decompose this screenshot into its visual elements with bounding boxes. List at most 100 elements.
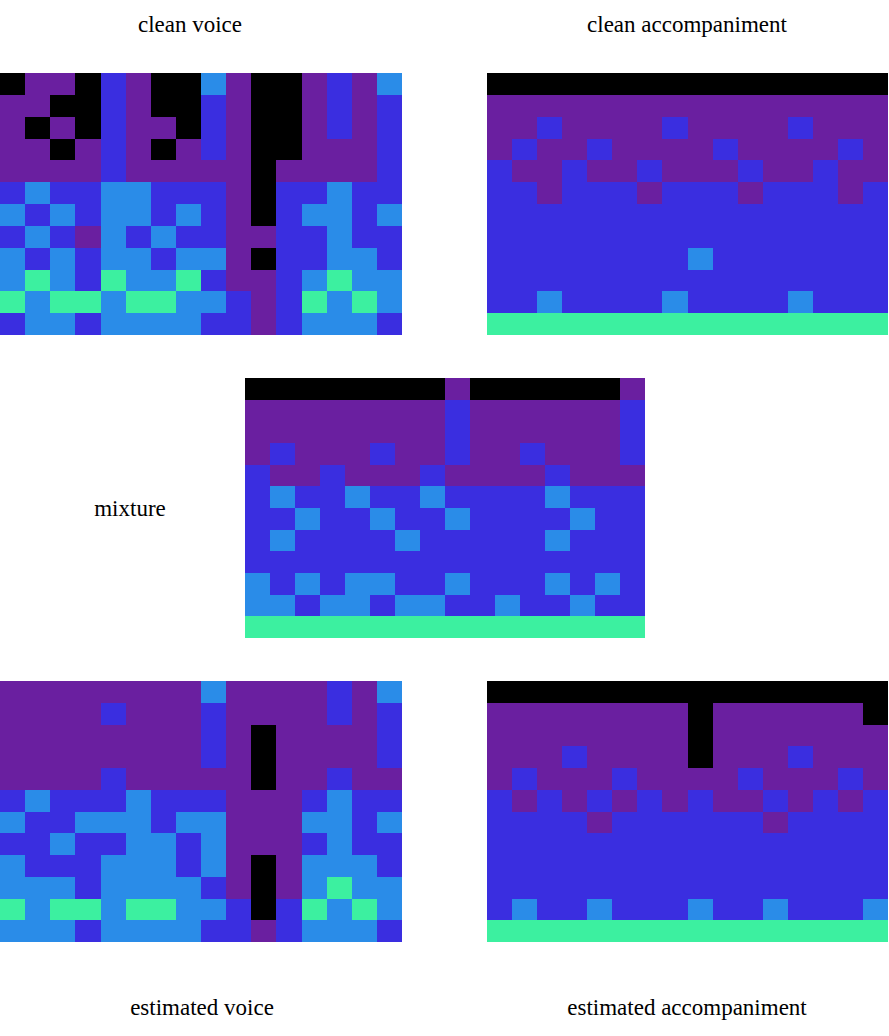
- cell: [151, 725, 177, 747]
- cell: [395, 530, 421, 552]
- cell: [863, 833, 888, 855]
- cell: [595, 508, 621, 530]
- cell: [352, 899, 378, 921]
- cell: [688, 681, 714, 703]
- cell: [688, 226, 714, 248]
- panel-title: estimated voice: [130, 995, 274, 1020]
- cell: [270, 400, 296, 422]
- cell: [788, 248, 814, 270]
- cell: [377, 768, 402, 790]
- cell: [838, 226, 864, 248]
- cell: [763, 160, 789, 182]
- cell: [587, 899, 613, 921]
- cell: [75, 95, 101, 117]
- cell: [151, 313, 177, 335]
- cell: [838, 703, 864, 725]
- cell: [377, 248, 402, 270]
- cell: [863, 681, 888, 703]
- cell: [126, 768, 152, 790]
- cell: [688, 725, 714, 747]
- cell: [813, 920, 839, 942]
- cell: [245, 486, 271, 508]
- cell: [0, 73, 26, 95]
- cell: [151, 681, 177, 703]
- cell: [863, 899, 888, 921]
- cell: [520, 616, 546, 638]
- cell: [813, 833, 839, 855]
- cell: [688, 160, 714, 182]
- cell: [420, 465, 446, 487]
- cell: [863, 812, 888, 834]
- cell: [838, 117, 864, 139]
- cell: [50, 768, 76, 790]
- cell: [377, 725, 402, 747]
- cell: [788, 746, 814, 768]
- cell: [537, 117, 563, 139]
- cell: [637, 681, 663, 703]
- cell: [75, 73, 101, 95]
- cell: [151, 855, 177, 877]
- cell: [662, 812, 688, 834]
- cell: [25, 920, 51, 942]
- cell: [377, 746, 402, 768]
- cell: [562, 855, 588, 877]
- cell: [251, 725, 277, 747]
- cell: [126, 833, 152, 855]
- cell: [537, 95, 563, 117]
- cell: [520, 378, 546, 400]
- cell: [226, 139, 252, 161]
- cell: [345, 530, 371, 552]
- cell: [495, 378, 521, 400]
- cell: [50, 204, 76, 226]
- cell: [612, 746, 638, 768]
- cell: [562, 139, 588, 161]
- cell: [863, 73, 888, 95]
- cell: [377, 812, 402, 834]
- cell: [251, 291, 277, 313]
- cell: [377, 117, 402, 139]
- cell: [445, 400, 471, 422]
- cell: [327, 877, 353, 899]
- cell: [25, 899, 51, 921]
- cell: [0, 204, 26, 226]
- cell: [495, 616, 521, 638]
- cell: [50, 226, 76, 248]
- cell: [75, 920, 101, 942]
- cell: [813, 768, 839, 790]
- cell: [487, 725, 513, 747]
- cell: [245, 551, 271, 573]
- cell: [512, 160, 538, 182]
- cell: [327, 899, 353, 921]
- cell: [713, 291, 739, 313]
- cell: [345, 465, 371, 487]
- cell: [395, 378, 421, 400]
- cell: [788, 270, 814, 292]
- cell: [327, 681, 353, 703]
- cell: [763, 291, 789, 313]
- cell: [345, 443, 371, 465]
- cell: [270, 616, 296, 638]
- cell: [587, 790, 613, 812]
- cell: [377, 270, 402, 292]
- cell: [101, 833, 127, 855]
- cell: [788, 681, 814, 703]
- cell: [0, 725, 26, 747]
- cell: [688, 790, 714, 812]
- cell: [688, 73, 714, 95]
- cell: [495, 508, 521, 530]
- cell: [713, 73, 739, 95]
- cell: [0, 160, 26, 182]
- cell: [151, 248, 177, 270]
- cell: [738, 833, 764, 855]
- cell: [813, 226, 839, 248]
- cell: [327, 703, 353, 725]
- cell: [595, 595, 621, 617]
- cell: [276, 899, 302, 921]
- cell: [0, 291, 26, 313]
- cell: [126, 812, 152, 834]
- cell: [487, 95, 513, 117]
- cell: [251, 681, 277, 703]
- cell: [788, 725, 814, 747]
- cell: [50, 855, 76, 877]
- cell: [470, 378, 496, 400]
